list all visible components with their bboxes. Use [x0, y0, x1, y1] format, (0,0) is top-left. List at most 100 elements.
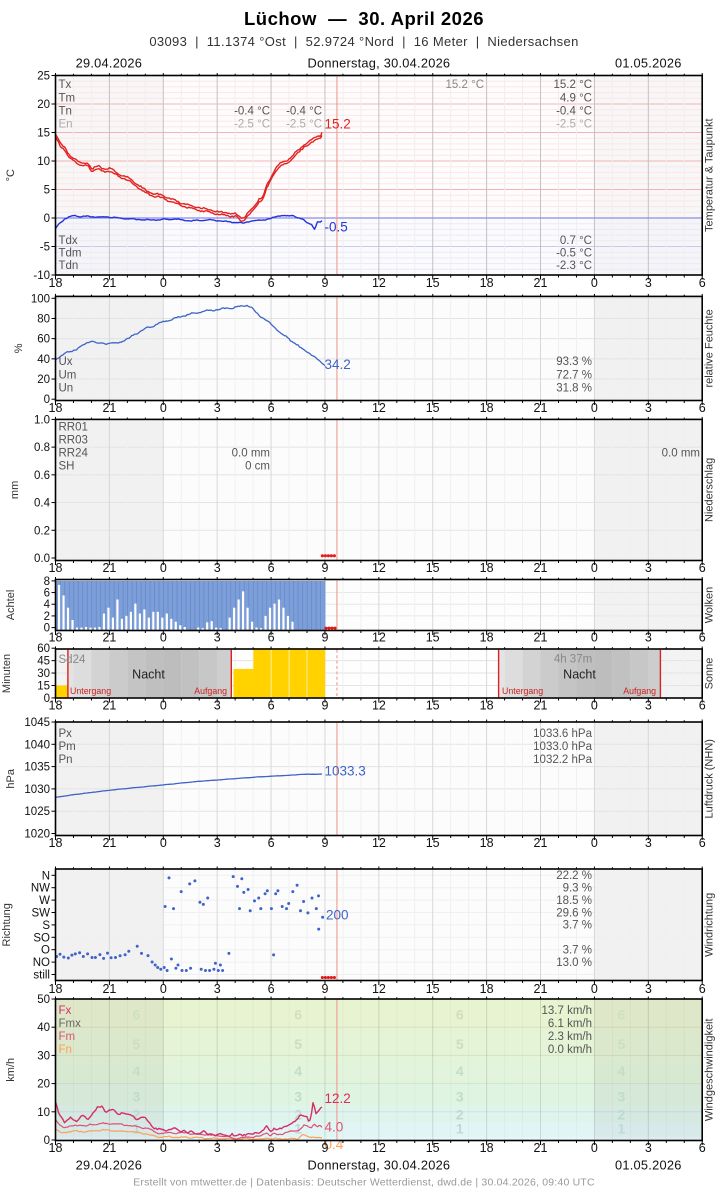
svg-text:18: 18: [49, 401, 63, 415]
svg-text:9: 9: [322, 276, 329, 290]
svg-text:0.0: 0.0: [34, 553, 50, 565]
svg-text:1045: 1045: [24, 717, 50, 729]
svg-text:21: 21: [534, 276, 548, 290]
svg-text:Untergang: Untergang: [70, 686, 111, 696]
svg-text:En: En: [59, 119, 73, 131]
svg-text:-10: -10: [33, 270, 50, 282]
svg-text:6: 6: [699, 631, 706, 645]
svg-text:Nacht: Nacht: [563, 668, 596, 682]
svg-text:1: 1: [456, 1121, 464, 1137]
svg-text:40: 40: [37, 354, 50, 366]
svg-text:6: 6: [699, 401, 706, 415]
svg-text:O: O: [41, 945, 50, 957]
svg-text:0: 0: [591, 1141, 598, 1155]
svg-text:Aufgang: Aufgang: [194, 686, 227, 696]
svg-text:Richtung: Richtung: [1, 903, 13, 946]
svg-text:km/h: km/h: [5, 1058, 17, 1082]
svg-text:Temperatur & Taupunkt: Temperatur & Taupunkt: [704, 118, 716, 232]
svg-text:3: 3: [645, 401, 652, 415]
svg-text:6: 6: [268, 982, 275, 996]
svg-text:SO: SO: [33, 932, 50, 944]
svg-text:15: 15: [426, 698, 440, 712]
svg-text:3: 3: [645, 631, 652, 645]
svg-text:6: 6: [294, 1007, 302, 1023]
svg-text:%: %: [13, 343, 25, 353]
svg-text:4: 4: [618, 1063, 626, 1079]
svg-text:6: 6: [44, 588, 50, 600]
svg-text:0: 0: [591, 836, 598, 850]
svg-text:3: 3: [214, 276, 221, 290]
svg-text:3: 3: [214, 836, 221, 850]
svg-text:6: 6: [268, 276, 275, 290]
svg-text:Niederschlag: Niederschlag: [704, 458, 716, 522]
svg-text:20: 20: [37, 374, 50, 386]
svg-text:4.9 °C: 4.9 °C: [560, 92, 592, 104]
svg-text:NO: NO: [33, 957, 50, 969]
svg-text:0: 0: [160, 276, 167, 290]
svg-text:6: 6: [618, 1007, 626, 1023]
svg-text:0: 0: [591, 631, 598, 645]
svg-text:18: 18: [480, 631, 494, 645]
svg-text:0.8: 0.8: [34, 442, 50, 454]
svg-text:20: 20: [37, 99, 50, 111]
svg-text:6.1 km/h: 6.1 km/h: [548, 1018, 592, 1030]
svg-text:8: 8: [44, 576, 50, 588]
svg-text:Erstellt von mtwetter.de | Dat: Erstellt von mtwetter.de | Datenbasis: D…: [133, 1177, 595, 1189]
svg-text:SW: SW: [31, 908, 50, 920]
svg-text:12: 12: [372, 631, 386, 645]
svg-text:12.2: 12.2: [325, 1091, 351, 1106]
svg-text:9.3 %: 9.3 %: [563, 883, 592, 895]
svg-text:18: 18: [480, 836, 494, 850]
svg-text:0: 0: [160, 631, 167, 645]
svg-text:0: 0: [160, 1141, 167, 1155]
svg-text:Nacht: Nacht: [132, 668, 165, 682]
svg-text:2: 2: [456, 1107, 464, 1123]
svg-text:Luftdruck (NHN): Luftdruck (NHN): [704, 739, 716, 818]
svg-text:21: 21: [534, 1141, 548, 1155]
svg-text:6: 6: [699, 276, 706, 290]
svg-text:4h 37m: 4h 37m: [554, 653, 592, 665]
svg-text:21: 21: [102, 982, 116, 996]
svg-text:-2.5 °C: -2.5 °C: [286, 119, 322, 131]
svg-text:15: 15: [426, 276, 440, 290]
svg-text:9: 9: [322, 836, 329, 850]
svg-text:1020: 1020: [24, 829, 50, 841]
svg-text:Tn: Tn: [59, 105, 72, 117]
svg-text:03093 | 11.1374 °Ost | 52.: 03093 | 11.1374 °Ost | 52.9724 °Nord | 1…: [149, 34, 578, 49]
svg-text:3: 3: [645, 561, 652, 575]
svg-text:9: 9: [322, 401, 329, 415]
svg-text:18: 18: [480, 698, 494, 712]
svg-text:still: still: [33, 970, 50, 982]
svg-text:1: 1: [133, 1121, 141, 1137]
svg-text:3: 3: [214, 982, 221, 996]
svg-text:3: 3: [645, 836, 652, 850]
svg-text:4: 4: [456, 1063, 464, 1079]
svg-text:5: 5: [456, 1036, 464, 1052]
svg-text:-0.5 °C: -0.5 °C: [556, 247, 592, 259]
svg-text:6: 6: [268, 836, 275, 850]
svg-text:RR24: RR24: [59, 448, 89, 460]
svg-text:3.7 %: 3.7 %: [563, 920, 592, 932]
svg-text:80: 80: [37, 314, 50, 326]
svg-text:21: 21: [534, 982, 548, 996]
svg-text:6: 6: [699, 561, 706, 575]
svg-text:18: 18: [49, 561, 63, 575]
svg-text:60: 60: [37, 643, 50, 655]
svg-text:Fx: Fx: [59, 1005, 72, 1017]
svg-text:12: 12: [372, 698, 386, 712]
svg-text:1.0: 1.0: [34, 414, 50, 426]
svg-text:93.3 %: 93.3 %: [556, 356, 592, 368]
svg-text:9: 9: [322, 982, 329, 996]
svg-text:Untergang: Untergang: [502, 686, 543, 696]
svg-text:W: W: [39, 895, 50, 907]
svg-text:6: 6: [456, 1007, 464, 1023]
svg-text:40: 40: [37, 1022, 50, 1034]
svg-text:Windrichtung: Windrichtung: [704, 893, 716, 957]
svg-text:Um: Um: [59, 369, 77, 381]
svg-text:6: 6: [268, 698, 275, 712]
svg-text:0.0 km/h: 0.0 km/h: [548, 1044, 592, 1056]
svg-text:relative Feuchte: relative Feuchte: [704, 309, 716, 387]
svg-text:-2.5 °C: -2.5 °C: [556, 119, 592, 131]
svg-text:15: 15: [426, 1141, 440, 1155]
svg-text:Tm: Tm: [59, 92, 76, 104]
